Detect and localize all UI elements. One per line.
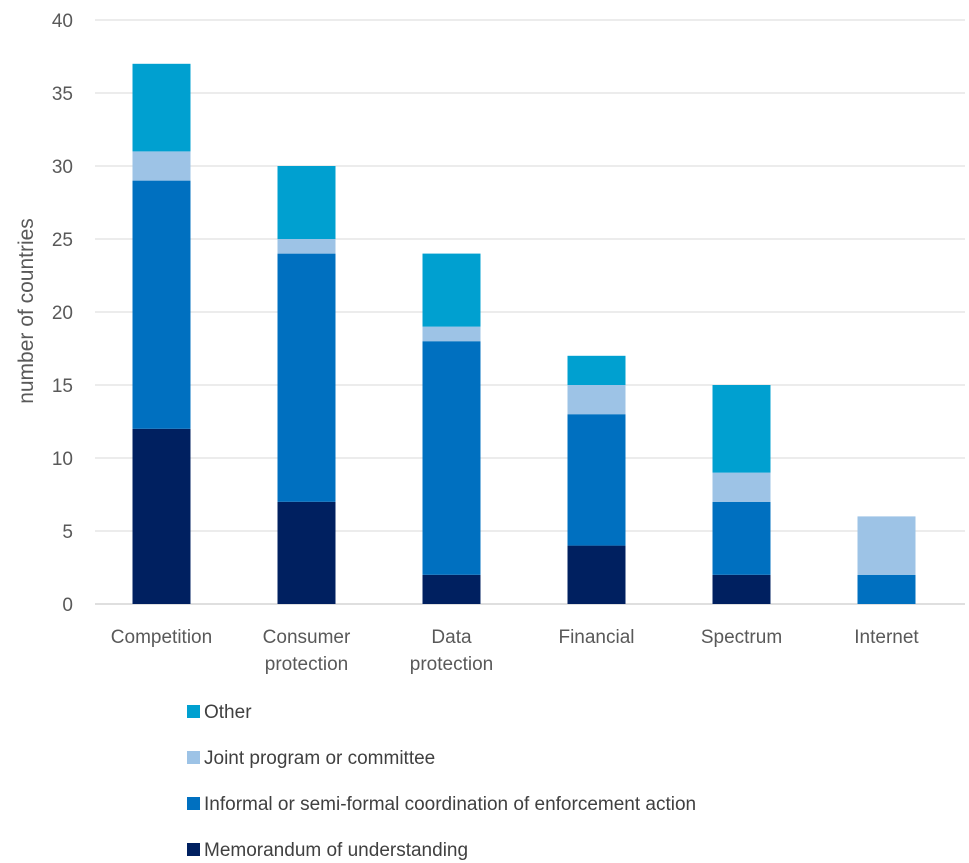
- bar-spectrum-other: [712, 385, 771, 473]
- legend-label: Joint program or committee: [204, 748, 435, 769]
- x-category-label-line: Competition: [111, 627, 212, 648]
- legend-swatch: [187, 843, 200, 856]
- bar-data-protection-memorandum-of-understanding: [422, 574, 481, 604]
- legend-item-informal-or-semi-formal-coordination-of-enforcement-action: Informal or semi-formal coordination of …: [187, 794, 696, 815]
- y-tick-label-0: 0: [62, 595, 73, 616]
- legend-item-other: Other: [187, 702, 252, 723]
- x-category-label-line: protection: [410, 654, 493, 675]
- bar-data-protection-other: [422, 253, 481, 327]
- bar-spectrum-informal-or-semi-formal-coordination-of-enforcement-action: [712, 501, 771, 575]
- legend-swatch: [187, 797, 200, 810]
- bar-data-protection-informal-or-semi-formal-coordination-of-enforcement-action: [422, 341, 481, 575]
- y-tick-label-30: 30: [52, 157, 73, 178]
- bar-internet-joint-program-or-committee: [857, 516, 916, 575]
- x-category-financial: Financial: [558, 627, 634, 648]
- x-category-label-line: Spectrum: [701, 627, 782, 648]
- x-category-consumer-protection: Consumer protection: [263, 627, 351, 675]
- x-category-competition: Competition: [111, 627, 212, 648]
- bar-financial-memorandum-of-understanding: [567, 545, 626, 604]
- bar-data-protection-joint-program-or-committee: [422, 326, 481, 342]
- bar-consumer-protection-other: [277, 166, 336, 239]
- y-tick-label-40: 40: [52, 11, 73, 32]
- y-tick-label-20: 20: [52, 303, 73, 324]
- x-category-labels: Competition Consumer protection Data protect…: [111, 627, 920, 675]
- bar-consumer-protection-joint-program-or-committee: [277, 239, 336, 254]
- y-axis-title: number of countries: [15, 218, 38, 404]
- bar-competition-memorandum-of-understanding: [132, 428, 191, 604]
- bar-consumer-protection-informal-or-semi-formal-coordination-of-enforcement-action: [277, 253, 336, 502]
- x-category-label-line: Data: [431, 627, 472, 648]
- x-category-label-line: protection: [265, 654, 348, 675]
- x-category-label-line: Financial: [558, 627, 634, 648]
- bar-internet-informal-or-semi-formal-coordination-of-enforcement-action: [857, 574, 916, 604]
- y-tick-label-15: 15: [52, 376, 73, 397]
- legend: Other Joint program or committee Informal …: [187, 702, 696, 861]
- legend-item-joint-program-or-committee: Joint program or committee: [187, 748, 435, 769]
- bar-financial-informal-or-semi-formal-coordination-of-enforcement-action: [567, 414, 626, 546]
- bar-consumer-protection-memorandum-of-understanding: [277, 501, 336, 604]
- y-tick-label-5: 5: [62, 522, 73, 543]
- bar-spectrum-joint-program-or-committee: [712, 472, 771, 502]
- x-category-label-line: Internet: [854, 627, 919, 648]
- bar-competition-other: [132, 63, 191, 152]
- bars: [132, 63, 916, 604]
- legend-label: Other: [204, 702, 252, 723]
- legend-label: Informal or semi-formal coordination of …: [204, 794, 696, 815]
- bar-competition-joint-program-or-committee: [132, 151, 191, 181]
- legend-item-memorandum-of-understanding: Memorandum of understanding: [187, 840, 468, 861]
- bar-spectrum-memorandum-of-understanding: [712, 574, 771, 604]
- x-category-internet: Internet: [854, 627, 919, 648]
- legend-swatch: [187, 751, 200, 764]
- bar-financial-other: [567, 355, 626, 385]
- bar-financial-joint-program-or-committee: [567, 385, 626, 415]
- bar-competition-informal-or-semi-formal-coordination-of-enforcement-action: [132, 180, 191, 429]
- gridlines: [95, 19, 965, 605]
- legend-swatch: [187, 705, 200, 718]
- y-tick-label-25: 25: [52, 230, 73, 251]
- y-tick-labels: 0 5 10 15 20 25 30 35 40: [52, 11, 73, 616]
- legend-label: Memorandum of understanding: [204, 840, 468, 861]
- y-tick-label-10: 10: [52, 449, 73, 470]
- x-category-label-line: Consumer: [263, 627, 351, 648]
- x-category-data-protection: Data protection: [410, 627, 493, 675]
- y-tick-label-35: 35: [52, 84, 73, 105]
- x-category-spectrum: Spectrum: [701, 627, 782, 648]
